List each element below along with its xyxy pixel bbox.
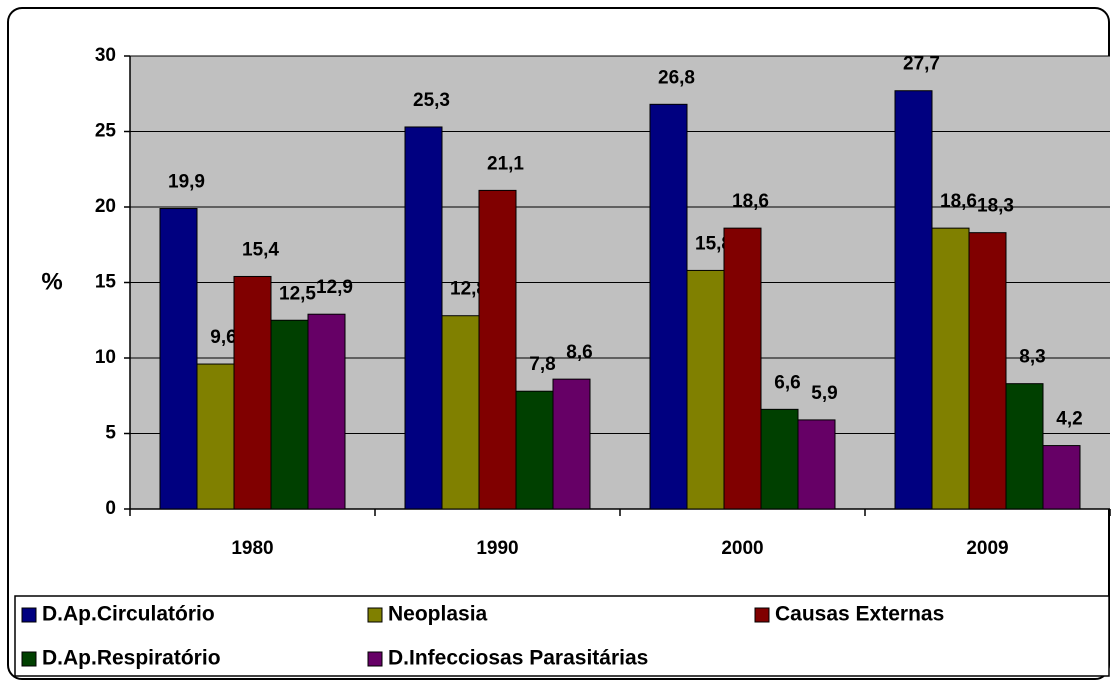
bar xyxy=(404,126,443,510)
legend-box xyxy=(14,595,1110,677)
value-label: 15,8 xyxy=(695,233,732,254)
bar xyxy=(159,208,198,510)
x-tick-label: 2000 xyxy=(721,538,763,559)
legend-label: Neoplasia xyxy=(388,603,488,626)
value-label: 25,3 xyxy=(413,90,450,111)
value-label: 27,7 xyxy=(903,54,940,75)
value-label: 15,4 xyxy=(242,239,279,260)
bar xyxy=(441,315,480,510)
legend-swatch xyxy=(367,607,383,623)
bar xyxy=(968,232,1007,510)
bar xyxy=(760,408,799,510)
bar xyxy=(894,90,933,510)
bar xyxy=(307,313,346,510)
legend-label: D.Infecciosas Parasitárias xyxy=(388,647,648,670)
bar xyxy=(515,390,554,510)
legend-swatch xyxy=(21,651,37,667)
legend-label: Causas Externas xyxy=(775,603,944,626)
x-tick-label: 2009 xyxy=(966,538,1008,559)
value-label: 21,1 xyxy=(487,153,524,174)
value-label: 19,9 xyxy=(168,172,205,193)
value-label: 18,6 xyxy=(732,191,769,212)
y-tick-label: 30 xyxy=(95,45,116,66)
bar xyxy=(1042,445,1081,510)
bar xyxy=(196,363,235,510)
value-label: 8,6 xyxy=(566,342,592,363)
value-label: 12,9 xyxy=(316,277,353,298)
value-label: 7,8 xyxy=(529,354,555,375)
x-tick-label: 1990 xyxy=(476,538,518,559)
y-tick-label: 15 xyxy=(95,272,117,293)
value-label: 4,2 xyxy=(1056,409,1082,430)
y-tick-label: 5 xyxy=(105,423,116,444)
bar xyxy=(723,227,762,510)
bar xyxy=(478,189,517,510)
bar xyxy=(270,319,309,510)
bar xyxy=(552,378,591,510)
y-axis-label: % xyxy=(41,268,62,295)
bar xyxy=(1005,383,1044,510)
value-label: 18,6 xyxy=(940,191,977,212)
value-label: 12,8 xyxy=(450,279,487,300)
bar xyxy=(931,227,970,510)
bar xyxy=(686,269,725,510)
bar xyxy=(797,419,836,510)
y-tick-label: 0 xyxy=(105,498,116,519)
value-label: 5,9 xyxy=(811,383,837,404)
value-label: 6,6 xyxy=(774,372,800,393)
y-tick-label: 20 xyxy=(95,196,116,217)
value-label: 26,8 xyxy=(658,67,695,88)
legend-swatch xyxy=(21,607,37,623)
value-label: 8,3 xyxy=(1019,347,1045,368)
y-tick-label: 25 xyxy=(95,121,117,142)
bar xyxy=(649,103,688,510)
value-label: 18,3 xyxy=(977,196,1014,217)
legend-label: D.Ap.Respiratório xyxy=(42,647,221,670)
legend-label: D.Ap.Circulatório xyxy=(42,603,215,626)
value-label: 12,5 xyxy=(279,283,316,304)
legend-swatch xyxy=(367,651,383,667)
x-tick-label: 1980 xyxy=(231,538,273,559)
legend-swatch xyxy=(754,607,770,623)
value-label: 9,6 xyxy=(210,327,236,348)
y-tick-label: 10 xyxy=(95,347,116,368)
bar xyxy=(233,275,272,510)
